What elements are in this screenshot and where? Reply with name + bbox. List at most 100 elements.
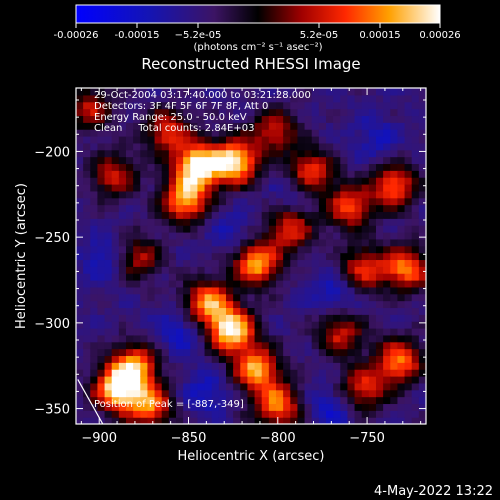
heatmap-cell	[133, 232, 141, 240]
heatmap-cell	[283, 328, 291, 336]
heatmap-cell	[333, 225, 341, 233]
heatmap-cell	[76, 163, 84, 171]
heatmap-cell	[176, 177, 184, 185]
heatmap-cell	[226, 369, 234, 377]
heatmap-cell	[176, 403, 184, 411]
heatmap-cell	[361, 396, 370, 405]
heatmap-cell	[190, 225, 199, 233]
heatmap-cell	[383, 266, 391, 274]
heatmap-cell	[126, 321, 134, 329]
heatmap-cell	[218, 376, 227, 384]
heatmap-cell	[83, 190, 91, 199]
heatmap-cell	[326, 280, 334, 288]
heatmap-cell	[226, 94, 234, 103]
heatmap-cell	[368, 163, 377, 171]
heatmap-cell	[333, 170, 341, 178]
heatmap-cell	[326, 362, 334, 370]
annotation-energy: Energy Range: 25.0 - 50.0 keV	[94, 112, 247, 123]
heatmap-cell	[304, 396, 313, 405]
heatmap-cell	[176, 108, 184, 117]
heatmap-cell	[90, 238, 99, 247]
heatmap-cell	[133, 170, 141, 178]
heatmap-cell	[247, 410, 256, 418]
heatmap-cell	[247, 218, 256, 226]
heatmap-cell	[311, 218, 320, 226]
heatmap-cell	[240, 163, 249, 171]
heatmap-cell	[97, 382, 106, 391]
heatmap-cell	[304, 115, 313, 123]
heatmap-cell	[126, 307, 134, 315]
heatmap-cell	[104, 177, 113, 185]
heatmap-cell	[190, 341, 199, 350]
heatmap-cell	[133, 245, 141, 254]
heatmap-cell	[283, 334, 291, 343]
heatmap-cell	[111, 362, 120, 370]
heatmap-cell	[361, 280, 370, 288]
heatmap-cell	[290, 417, 299, 424]
heatmap-cell	[340, 376, 349, 384]
heatmap-cell	[326, 204, 334, 213]
heatmap-cell	[247, 328, 256, 336]
heatmap-cell	[390, 334, 399, 343]
heatmap-cell	[383, 204, 391, 213]
heatmap-cell	[404, 149, 413, 158]
heatmap-cell	[318, 321, 327, 329]
heatmap-cell	[226, 286, 234, 295]
heatmap-cell	[90, 94, 99, 103]
heatmap-cell	[411, 417, 420, 424]
heatmap-cell	[168, 204, 177, 213]
heatmap-cell	[183, 136, 191, 144]
heatmap-cell	[311, 88, 320, 96]
heatmap-cell	[104, 341, 113, 350]
heatmap-cell	[83, 211, 91, 219]
heatmap-cell	[104, 94, 113, 103]
heatmap-cell	[118, 218, 127, 226]
heatmap-cell	[211, 300, 220, 309]
heatmap-cell	[276, 286, 284, 295]
heatmap-cell	[340, 232, 349, 240]
heatmap-cell	[240, 369, 249, 377]
heatmap-cell	[233, 369, 241, 377]
heatmap-cell	[126, 211, 134, 219]
heatmap-cell	[168, 293, 177, 302]
heatmap-cell	[76, 197, 84, 206]
heatmap-cell	[361, 266, 370, 274]
heatmap-cell	[183, 197, 191, 206]
heatmap-cell	[133, 334, 141, 343]
heatmap-cell	[76, 108, 84, 117]
heatmap-cell	[161, 170, 170, 178]
heatmap-cell	[118, 355, 127, 363]
heatmap-cell	[154, 389, 163, 398]
heatmap-cell	[311, 197, 320, 206]
heatmap-cell	[368, 266, 377, 274]
heatmap-cell	[283, 211, 291, 219]
y-tick-label: −200	[34, 145, 70, 160]
heatmap-cell	[283, 170, 291, 178]
heatmap-cell	[390, 266, 399, 274]
heatmap-cell	[190, 218, 199, 226]
heatmap-cell	[311, 396, 320, 405]
heatmap-cell	[211, 218, 220, 226]
heatmap-cell	[390, 101, 399, 110]
heatmap-cell	[218, 362, 227, 370]
heatmap-cell	[218, 94, 227, 103]
heatmap-cell	[354, 403, 363, 411]
heatmap-cell	[97, 156, 106, 165]
heatmap-cell	[140, 115, 149, 123]
heatmap-cell	[318, 94, 327, 103]
heatmap-cell	[268, 259, 277, 267]
heatmap-cell	[204, 211, 213, 219]
heatmap-cell	[126, 286, 134, 295]
heatmap-cell	[376, 314, 384, 322]
heatmap-cell	[111, 328, 120, 336]
heatmap-cell	[118, 108, 127, 117]
heatmap-cell	[247, 417, 256, 424]
heatmap-cell	[147, 225, 156, 233]
heatmap-cell	[333, 184, 341, 192]
heatmap-cell	[126, 238, 134, 247]
heatmap-cell	[304, 177, 313, 185]
annotation-time-range: 29-Oct-2004 03:17:40.000 to 03:21:28.000	[94, 90, 311, 101]
heatmap-cell	[383, 197, 391, 206]
heatmap-cell	[133, 300, 141, 309]
heatmap-cell	[376, 328, 384, 336]
